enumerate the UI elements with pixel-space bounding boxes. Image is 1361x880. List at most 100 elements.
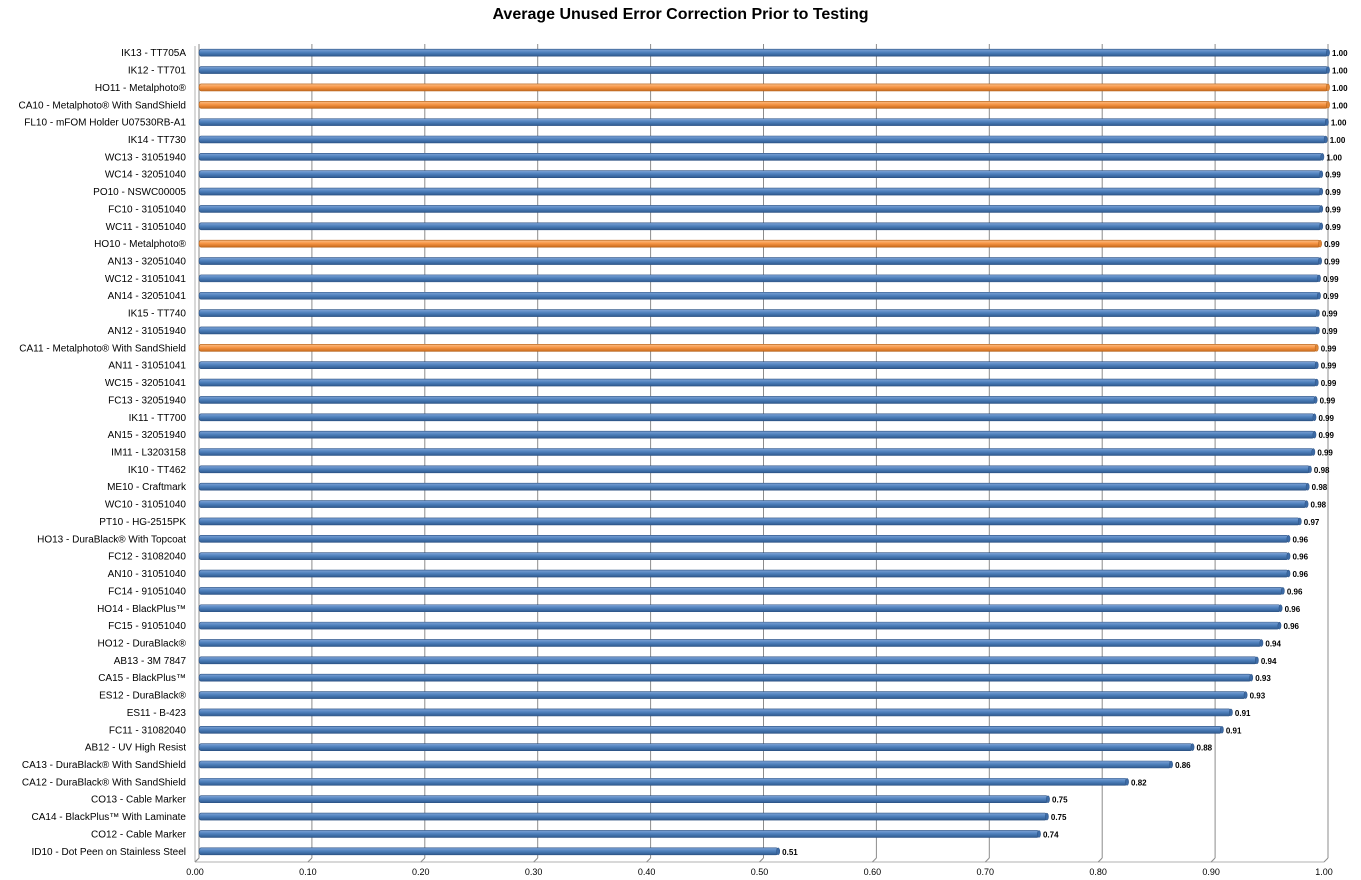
bar-end xyxy=(1305,482,1310,491)
bar xyxy=(198,604,1281,613)
bar xyxy=(198,500,1307,508)
category-label: CA13 - DuraBlack® With SandShield xyxy=(22,760,186,771)
bar xyxy=(198,656,1258,665)
value-label: 0.98 xyxy=(1311,501,1327,510)
value-label: 0.75 xyxy=(1052,796,1068,805)
value-label: 0.99 xyxy=(1318,414,1334,423)
bar-end xyxy=(1317,274,1321,283)
bar xyxy=(198,482,1308,491)
value-label: 0.96 xyxy=(1285,605,1301,614)
bar xyxy=(198,639,1262,647)
category-label: AN11 - 31051041 xyxy=(108,361,186,372)
bar-end xyxy=(1243,691,1248,699)
gridline-foot xyxy=(646,857,651,863)
x-tick-label: 0.20 xyxy=(412,867,430,877)
value-label: 0.99 xyxy=(1324,240,1340,249)
bar-end xyxy=(1319,170,1324,178)
category-label: PO10 - NSWC00005 xyxy=(93,187,186,198)
bar-end xyxy=(1318,239,1322,248)
bar-end xyxy=(1190,743,1195,751)
bar-end xyxy=(1045,812,1049,821)
bar xyxy=(198,187,1322,196)
bar xyxy=(198,673,1252,682)
gridline-foot xyxy=(420,857,426,863)
value-label: 0.93 xyxy=(1255,674,1271,683)
bar xyxy=(198,239,1321,248)
x-tick-label: 0.40 xyxy=(638,867,656,877)
bar xyxy=(198,430,1315,439)
bar xyxy=(198,552,1289,560)
category-label: WC10 - 31051040 xyxy=(105,500,187,511)
value-label: 0.99 xyxy=(1321,362,1337,371)
value-label: 0.99 xyxy=(1325,171,1341,180)
bar-end xyxy=(1286,552,1291,560)
bar-end xyxy=(1326,101,1330,109)
bar xyxy=(198,309,1319,317)
bar-end xyxy=(1304,500,1309,508)
bar-end xyxy=(1312,430,1317,439)
bar-end xyxy=(1326,83,1330,92)
bar xyxy=(198,257,1321,265)
category-label: WC15 - 32051041 xyxy=(105,378,187,389)
category-label: FC13 - 32051940 xyxy=(108,395,186,406)
bar xyxy=(198,743,1193,751)
bar-end xyxy=(1314,344,1319,352)
bar-end xyxy=(1319,205,1324,213)
bar xyxy=(198,361,1318,369)
bar xyxy=(198,760,1172,769)
value-label: 0.97 xyxy=(1304,518,1320,527)
gridline-foot xyxy=(984,857,990,863)
category-label: AN15 - 32051940 xyxy=(108,430,187,441)
bar-end xyxy=(1326,48,1330,57)
value-label: 0.98 xyxy=(1314,466,1330,475)
value-label: 0.88 xyxy=(1197,744,1213,753)
category-label: WC14 - 32051040 xyxy=(105,170,187,181)
category-label: IK14 - TT730 xyxy=(128,135,187,146)
value-label: 0.99 xyxy=(1322,327,1338,336)
bar xyxy=(198,222,1322,231)
x-tick-label: 0.00 xyxy=(186,867,204,877)
category-label: IK13 - TT705A xyxy=(121,48,186,59)
value-label: 0.51 xyxy=(782,848,798,857)
bar-end xyxy=(1319,187,1324,196)
category-label: IK11 - TT700 xyxy=(129,413,187,424)
bar-end xyxy=(1220,726,1224,734)
bar xyxy=(198,621,1280,630)
value-label: 0.86 xyxy=(1175,761,1191,770)
value-label: 0.99 xyxy=(1325,188,1341,197)
bar xyxy=(198,100,1329,109)
value-label: 0.99 xyxy=(1321,344,1337,353)
bar-end xyxy=(1314,361,1319,369)
bar-end xyxy=(1286,535,1291,543)
value-label: 0.98 xyxy=(1312,483,1328,492)
bar-end xyxy=(1308,465,1312,474)
gridline-foot xyxy=(1097,857,1103,863)
category-label: HO12 - DuraBlack® xyxy=(97,638,186,649)
category-label: AB13 - 3M 7847 xyxy=(114,656,187,667)
category-label: ES12 - DuraBlack® xyxy=(99,691,186,702)
bar xyxy=(198,66,1329,74)
x-tick-label: 0.50 xyxy=(751,867,769,877)
x-tick-label: 0.60 xyxy=(864,867,882,877)
value-label: 0.99 xyxy=(1317,449,1333,458)
bar xyxy=(198,291,1320,300)
category-label: AN12 - 31051940 xyxy=(108,326,187,337)
bar-end xyxy=(1311,448,1316,456)
category-label: FC12 - 31082040 xyxy=(108,552,186,563)
x-tick-label: 0.80 xyxy=(1089,867,1107,877)
bar-end xyxy=(1169,760,1173,769)
value-label: 1.00 xyxy=(1330,136,1346,145)
bar xyxy=(198,48,1329,57)
bar xyxy=(198,812,1048,821)
x-tick-label: 0.70 xyxy=(977,867,995,877)
bar xyxy=(198,274,1320,283)
category-label: WC12 - 31051041 xyxy=(105,274,187,285)
category-label: IK15 - TT740 xyxy=(128,309,187,320)
value-label: 0.96 xyxy=(1283,622,1299,631)
bar xyxy=(198,344,1318,352)
category-label: FC14 - 91051040 xyxy=(108,586,186,597)
bar-end xyxy=(1315,309,1320,317)
category-label: CA12 - DuraBlack® With SandShield xyxy=(22,777,186,788)
